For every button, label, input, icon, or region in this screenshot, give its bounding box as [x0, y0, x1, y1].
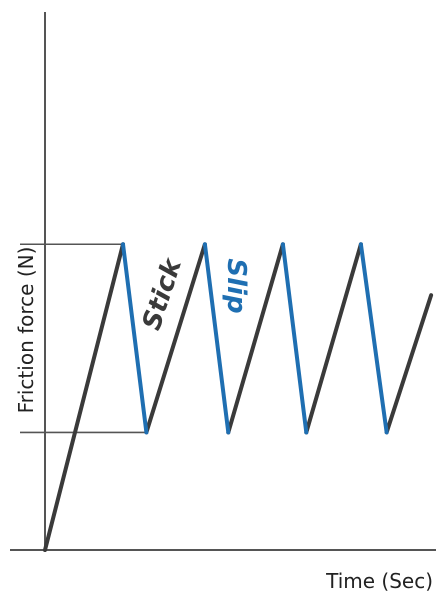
series-lines [43, 242, 434, 552]
stick-segment-1 [43, 242, 125, 552]
slip-segment-4 [358, 242, 389, 435]
y-axis-label: Friction force (N) [14, 247, 38, 414]
stick-segment-2 [144, 242, 207, 435]
x-axis-label: Time (Sec) [325, 569, 433, 592]
stick-segment-5 [384, 293, 434, 435]
slip-segment-1 [121, 242, 149, 435]
slip-segment-3 [280, 242, 309, 435]
slip-annotation: Slip [221, 258, 251, 313]
slip-segment-2 [202, 242, 231, 435]
axes [10, 12, 436, 551]
stick-segment-4 [304, 242, 363, 435]
stick-segment-3 [226, 242, 285, 435]
reference-guides [20, 243, 147, 434]
